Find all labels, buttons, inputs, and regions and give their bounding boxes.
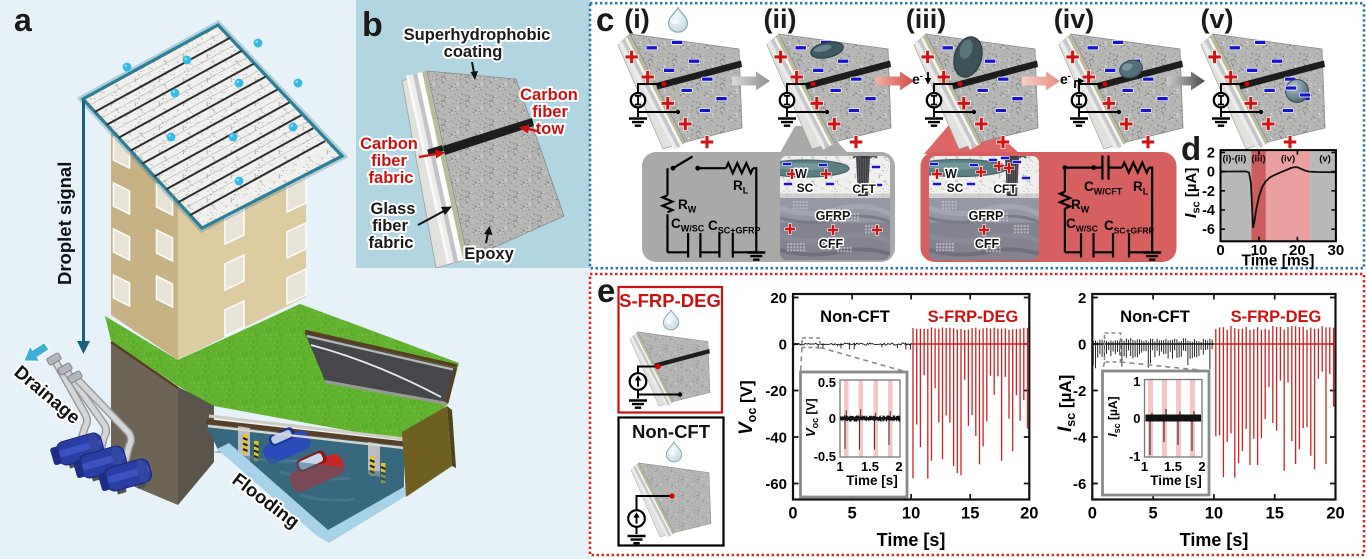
svg-text:15: 15 <box>1266 505 1284 523</box>
svg-text:30: 30 <box>1328 242 1345 259</box>
svg-text:0: 0 <box>1133 411 1140 426</box>
svg-text:(i)-(ii): (i)-(ii) <box>1223 154 1247 165</box>
svg-text:e-: e- <box>912 71 923 87</box>
svg-text:Time [ms]: Time [ms] <box>1242 253 1315 270</box>
svg-text:(iii): (iii) <box>1251 154 1265 165</box>
svg-text:-6: -6 <box>1202 222 1215 238</box>
svg-text:10: 10 <box>1205 505 1223 523</box>
svg-text:20: 20 <box>1020 505 1038 523</box>
svg-text:(v): (v) <box>1201 4 1234 34</box>
svg-text:-2: -2 <box>1073 383 1086 400</box>
svg-text:2: 2 <box>1207 145 1215 161</box>
svg-text:Time [s]: Time [s] <box>1180 530 1249 550</box>
svg-text:fiber: fiber <box>372 217 408 235</box>
svg-text:CFT: CFT <box>993 182 1017 196</box>
svg-text:a: a <box>14 2 32 38</box>
svg-text:Voc [V]: Voc [V] <box>803 398 820 437</box>
svg-text:tow: tow <box>536 120 565 138</box>
svg-text:(ii): (ii) <box>764 4 797 34</box>
svg-text:SC: SC <box>797 181 814 195</box>
svg-text:fiber: fiber <box>532 103 568 121</box>
svg-text:Isc [µA]: Isc [µA] <box>1055 375 1078 432</box>
svg-text:2: 2 <box>1078 290 1086 307</box>
svg-text:(iii): (iii) <box>906 4 947 34</box>
svg-text:-1: -1 <box>1129 449 1141 464</box>
svg-text:-4: -4 <box>1073 430 1087 447</box>
svg-text:1: 1 <box>1133 374 1140 389</box>
svg-text:Superhydrophobic: Superhydrophobic <box>404 26 551 44</box>
svg-text:e: e <box>597 272 615 309</box>
svg-text:S-FRP-DEG: S-FRP-DEG <box>1231 308 1322 326</box>
svg-text:S-FRP-DEG: S-FRP-DEG <box>619 290 721 311</box>
svg-text:GFRP: GFRP <box>969 209 1004 223</box>
svg-text:2: 2 <box>895 459 902 474</box>
svg-text:Non-CFT: Non-CFT <box>820 308 890 326</box>
svg-text:0: 0 <box>779 337 787 354</box>
svg-text:-20: -20 <box>765 383 787 400</box>
svg-text:10: 10 <box>1251 242 1268 259</box>
svg-text:e-: e- <box>1060 71 1071 87</box>
svg-text:1.5: 1.5 <box>1164 459 1182 474</box>
svg-text:b: b <box>362 6 383 44</box>
svg-text:20: 20 <box>1289 242 1306 259</box>
svg-text:Carbon: Carbon <box>520 86 578 104</box>
svg-text:Glass: Glass <box>371 200 416 218</box>
svg-text:(iv): (iv) <box>1054 4 1095 34</box>
svg-text:-40: -40 <box>765 430 787 447</box>
svg-text:0: 0 <box>1216 242 1224 259</box>
svg-text:fabric: fabric <box>369 234 414 252</box>
svg-text:Droplet signal: Droplet signal <box>54 162 75 285</box>
svg-text:-60: -60 <box>765 476 787 493</box>
svg-text:Isc [µA]: Isc [µA] <box>1183 168 1203 218</box>
svg-text:coating: coating <box>444 43 503 61</box>
svg-text:Voc [V]: Voc [V] <box>736 380 759 435</box>
svg-text:W: W <box>795 167 807 181</box>
svg-text:Epoxy: Epoxy <box>464 245 514 263</box>
svg-text:SC: SC <box>947 181 964 195</box>
svg-text:5: 5 <box>1149 505 1158 523</box>
svg-text:20: 20 <box>770 290 787 307</box>
svg-text:(i): (i) <box>624 4 649 34</box>
svg-text:(v): (v) <box>1319 154 1331 165</box>
svg-text:CFT: CFT <box>852 182 876 196</box>
svg-text:Isc [µA]: Isc [µA] <box>1105 396 1122 437</box>
svg-text:Non-CFT: Non-CFT <box>1120 308 1190 326</box>
svg-text:Non-CFT: Non-CFT <box>632 421 711 442</box>
svg-text:15: 15 <box>961 505 979 523</box>
svg-text:CFF: CFF <box>819 237 844 251</box>
svg-text:S-FRP-DEG: S-FRP-DEG <box>928 308 1019 326</box>
svg-text:-4: -4 <box>1202 203 1215 219</box>
svg-text:0: 0 <box>1207 165 1215 181</box>
svg-text:fiber: fiber <box>371 152 407 170</box>
svg-text:-6: -6 <box>1073 476 1086 493</box>
svg-text:2: 2 <box>1198 459 1205 474</box>
svg-text:(iv): (iv) <box>1281 154 1295 165</box>
svg-text:0: 0 <box>1078 337 1086 354</box>
svg-text:10: 10 <box>902 505 920 523</box>
svg-text:0: 0 <box>829 411 836 426</box>
svg-text:20: 20 <box>1326 505 1344 523</box>
svg-text:0: 0 <box>788 505 797 523</box>
svg-text:0: 0 <box>1088 505 1097 523</box>
svg-text:1: 1 <box>836 459 843 474</box>
svg-text:Carbon: Carbon <box>360 135 418 153</box>
svg-text:fabric: fabric <box>369 169 414 187</box>
svg-text:Time [s]: Time [s] <box>1150 473 1202 488</box>
svg-text:CFF: CFF <box>975 237 1000 251</box>
svg-text:-2: -2 <box>1202 184 1215 200</box>
svg-text:1.5: 1.5 <box>861 459 879 474</box>
svg-text:W: W <box>945 167 957 181</box>
svg-text:Time [s]: Time [s] <box>877 530 946 550</box>
svg-text:c: c <box>596 1 614 38</box>
svg-text:d: d <box>1181 130 1201 167</box>
svg-text:Time [s]: Time [s] <box>846 473 898 488</box>
svg-text:5: 5 <box>848 505 857 523</box>
svg-text:GFRP: GFRP <box>816 209 851 223</box>
svg-text:0.5: 0.5 <box>818 375 836 390</box>
svg-text:-0.5: -0.5 <box>814 449 836 464</box>
svg-text:1: 1 <box>1141 459 1148 474</box>
